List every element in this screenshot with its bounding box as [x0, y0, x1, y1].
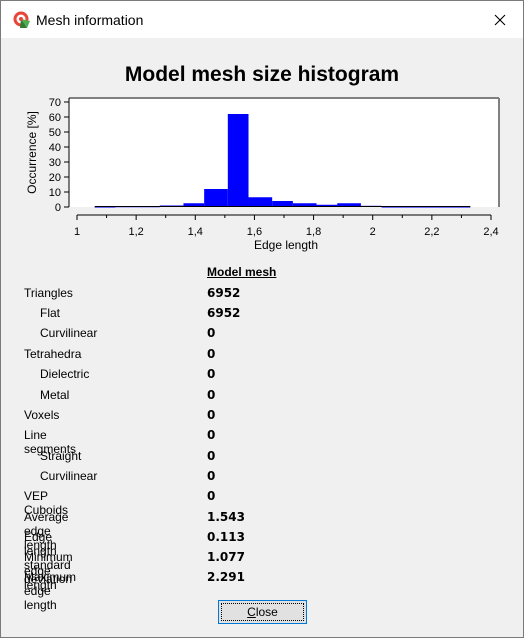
stat-label-average-edge-length: Average edge length — [24, 510, 69, 552]
stat-label-straight: Straight — [40, 449, 82, 463]
histogram-bar — [183, 203, 205, 207]
y-tick-label: 10 — [49, 187, 61, 199]
stat-value-line-segments: 0 — [207, 428, 216, 442]
y-tick-label: 30 — [49, 157, 61, 169]
x-tick-label: 1,2 — [128, 226, 143, 238]
x-tick-label: 2 — [370, 226, 376, 238]
close-icon — [494, 14, 506, 25]
y-tick-label: 60 — [49, 112, 61, 124]
stat-label-minimum-edge-length: Minimum edge length — [24, 550, 73, 592]
y-tick-label: 0 — [55, 202, 61, 214]
stat-label-voxels: Voxels — [24, 408, 60, 422]
histogram-bar — [337, 203, 361, 207]
stats-column-header: Model mesh — [207, 265, 277, 279]
y-axis-label: Occurrence [%] — [25, 111, 39, 194]
y-tick-label: 40 — [49, 142, 61, 154]
plot-area — [69, 98, 499, 207]
stat-value-edge-length-std-dev: 0.113 — [207, 530, 245, 544]
x-tick-label: 1,6 — [247, 226, 262, 238]
stat-label-triangles: Triangles — [24, 286, 73, 300]
stat-label-dielectric: Dielectric — [40, 367, 90, 381]
stat-label-metal: Metal — [40, 388, 70, 402]
mesh-size-histogram: 0 10 20 30 40 50 60 70 1 1,2 1,4 1,6 1,8 2 2,2 2,4 Edge … — [25, 97, 500, 252]
histogram-bar — [248, 197, 273, 207]
stat-label-edge-length-std-dev: Edge length standard deviation — [24, 530, 73, 586]
stat-value-maximum-edge-length: 2.291 — [207, 570, 245, 584]
stat-label-maximum-edge-length: Maximum edge length — [24, 570, 77, 612]
histogram-bar — [381, 206, 471, 208]
close-button-mnemonic: C — [247, 605, 256, 619]
stat-label-curvilinear-segments: Curvilinear — [40, 469, 98, 483]
stat-label-line-segments: Line segments — [24, 428, 77, 456]
stat-value-curvilinear-segments: 0 — [207, 469, 216, 483]
histogram-bar — [94, 206, 116, 208]
stat-value-metal: 0 — [207, 388, 216, 402]
chart-title: Model mesh size histogram — [124, 63, 400, 86]
stat-value-tetrahedra: 0 — [207, 347, 216, 361]
window-title: Mesh information — [36, 12, 144, 28]
stat-value-voxels: 0 — [207, 408, 216, 422]
stat-value-average-edge-length: 1.543 — [207, 510, 245, 524]
stat-value-straight: 0 — [207, 449, 216, 463]
mesh-app-icon — [13, 11, 30, 28]
focus-rectangle — [221, 603, 304, 621]
x-axis-label: Edge length — [254, 238, 318, 252]
stat-label-curvilinear-triangles: Curvilinear — [40, 326, 98, 340]
close-button-label: lose — [255, 605, 278, 619]
stat-label-tetrahedra: Tetrahedra — [24, 347, 82, 361]
histogram-bar — [292, 203, 317, 207]
stat-value-curvilinear-triangles: 0 — [207, 326, 216, 340]
x-tick-label: 1,4 — [188, 226, 203, 238]
stat-value-vep-cuboids: 0 — [207, 489, 216, 503]
stat-value-triangles: 6952 — [207, 286, 241, 300]
x-tick-label: 2,4 — [483, 226, 498, 238]
stat-label-vep-cuboids: VEP Cuboids — [24, 489, 69, 517]
x-tick-label: 1 — [74, 226, 80, 238]
x-tick-label: 1,8 — [306, 226, 321, 238]
title-bar: Mesh information — [1, 1, 523, 38]
x-tick-label: 2,2 — [424, 226, 439, 238]
y-tick-label: 20 — [49, 172, 61, 184]
stat-value-dielectric: 0 — [207, 367, 216, 381]
stat-label-flat: Flat — [40, 306, 61, 320]
stat-value-minimum-edge-length: 1.077 — [207, 550, 245, 564]
stat-value-flat: 6952 — [207, 306, 241, 320]
histogram-bar — [316, 204, 338, 207]
histogram-bar — [272, 201, 293, 207]
y-tick-label: 50 — [49, 127, 61, 139]
histogram-bar — [227, 114, 249, 207]
histogram-bar — [204, 189, 228, 207]
window-close-button[interactable] — [477, 1, 523, 38]
y-tick-label: 70 — [49, 97, 61, 109]
